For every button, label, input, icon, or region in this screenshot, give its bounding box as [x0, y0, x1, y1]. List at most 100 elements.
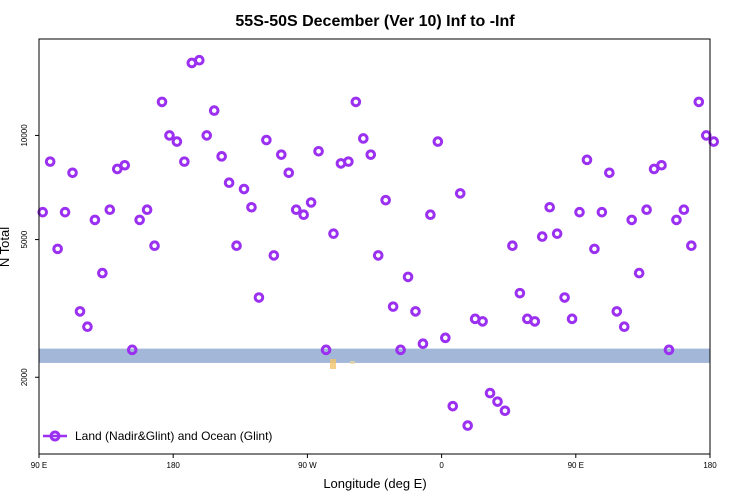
y-axis-label: N Total	[0, 227, 12, 267]
data-point	[499, 405, 511, 417]
data-point	[529, 316, 541, 327]
x-axis: 90 E 180 90 W 0 90 E 180	[31, 454, 717, 470]
data-point	[268, 250, 280, 261]
y-axis: 2000 5000 10000	[20, 124, 39, 386]
data-point	[708, 136, 720, 147]
data-point	[350, 96, 362, 108]
x-axis-label: Longitude (deg E)	[323, 476, 426, 491]
data-point	[618, 321, 630, 332]
data-point	[417, 338, 429, 350]
data-point	[328, 228, 339, 239]
data-point	[231, 240, 242, 252]
data-point	[358, 133, 369, 144]
data-point	[141, 204, 153, 216]
data-point	[89, 214, 101, 226]
land-band-glints	[330, 359, 355, 369]
data-point	[477, 316, 488, 327]
data-point	[216, 151, 227, 162]
data-points	[37, 54, 720, 431]
data-point	[59, 206, 71, 218]
data-point	[387, 301, 399, 312]
data-point	[104, 204, 116, 216]
data-point	[193, 54, 205, 66]
data-point	[686, 240, 697, 252]
data-point	[37, 206, 49, 218]
data-point	[432, 136, 444, 147]
plot-frame	[38, 38, 711, 455]
data-point	[402, 271, 414, 283]
data-point	[74, 306, 86, 317]
data-point	[97, 267, 108, 279]
data-point	[492, 396, 503, 407]
land-band	[39, 348, 710, 363]
data-point	[656, 159, 667, 171]
data-point	[52, 243, 63, 255]
data-point	[574, 206, 585, 218]
data-point	[246, 201, 257, 213]
data-point	[67, 167, 78, 179]
data-point	[298, 209, 309, 221]
data-point	[447, 400, 459, 412]
x-tick-label: 0	[439, 461, 444, 470]
data-point	[365, 149, 377, 160]
legend: Land (Nadir&Glint) and Ocean (Glint)	[43, 429, 272, 443]
data-point	[82, 321, 93, 332]
data-point	[454, 188, 466, 199]
data-point	[604, 167, 615, 179]
data-point	[626, 214, 638, 226]
data-point	[343, 156, 354, 167]
data-point	[484, 387, 496, 399]
data-point	[514, 287, 526, 299]
data-point	[536, 231, 548, 242]
data-point	[581, 154, 593, 166]
x-tick-label: 180	[703, 461, 717, 470]
data-point	[283, 167, 295, 179]
data-point	[261, 134, 272, 146]
data-point	[201, 130, 213, 141]
data-point	[641, 204, 652, 216]
legend-marker	[49, 430, 61, 442]
data-point	[313, 145, 324, 157]
y-tick-label: 10000	[20, 124, 29, 147]
x-tick-label: 90 E	[568, 461, 584, 470]
data-point	[208, 105, 220, 116]
data-point	[462, 420, 473, 431]
chart-title: 55S-50S December (Ver 10) Inf to -Inf	[235, 13, 515, 30]
data-point	[507, 240, 518, 252]
data-point	[663, 344, 675, 356]
data-point	[700, 130, 712, 141]
data-point	[253, 292, 265, 303]
data-point	[320, 344, 332, 356]
data-point	[276, 149, 287, 160]
y-tick-label: 2000	[20, 368, 29, 386]
data-point	[551, 228, 563, 239]
data-point	[589, 243, 600, 255]
x-tick-label: 180	[167, 461, 181, 470]
data-point	[223, 177, 235, 189]
data-point	[611, 306, 623, 317]
data-point	[425, 209, 436, 221]
data-point	[164, 130, 175, 141]
data-point	[372, 250, 384, 261]
x-tick-label: 90 W	[298, 461, 317, 470]
data-point	[290, 204, 302, 216]
data-point	[671, 214, 682, 226]
data-point	[305, 197, 317, 208]
data-point	[380, 194, 391, 206]
data-point	[156, 96, 168, 108]
data-point	[566, 313, 578, 325]
y-tick-label: 5000	[20, 230, 29, 248]
data-point	[126, 344, 138, 356]
data-point	[678, 204, 690, 216]
x-tick-label: 90 E	[31, 461, 47, 470]
legend-label: Land (Nadir&Glint) and Ocean (Glint)	[75, 429, 272, 443]
data-point	[119, 159, 131, 171]
data-point	[179, 156, 190, 167]
data-point	[440, 332, 451, 344]
data-point	[559, 292, 570, 303]
data-point	[544, 201, 556, 213]
data-point	[410, 306, 421, 317]
data-point	[238, 183, 250, 195]
data-point	[149, 240, 160, 252]
